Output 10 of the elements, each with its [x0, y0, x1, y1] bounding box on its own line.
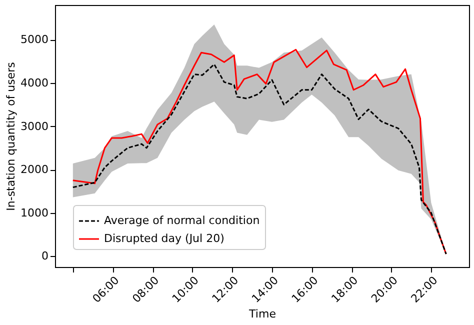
y-axis-title: In-station quantity of users — [4, 62, 18, 211]
y-tick-label: 4000 — [20, 76, 48, 90]
y-tick-label: 5000 — [20, 33, 48, 46]
y-tick-label: 1000 — [20, 206, 48, 220]
y-tick-label: 2000 — [20, 163, 48, 176]
legend-label: Average of normal condition — [104, 214, 260, 227]
y-tick-label: 3000 — [20, 120, 48, 133]
y-tick-label: 0 — [42, 250, 48, 263]
x-axis-title: Time — [248, 308, 276, 321]
legend-label: Disrupted day (Jul 20) — [104, 232, 224, 245]
